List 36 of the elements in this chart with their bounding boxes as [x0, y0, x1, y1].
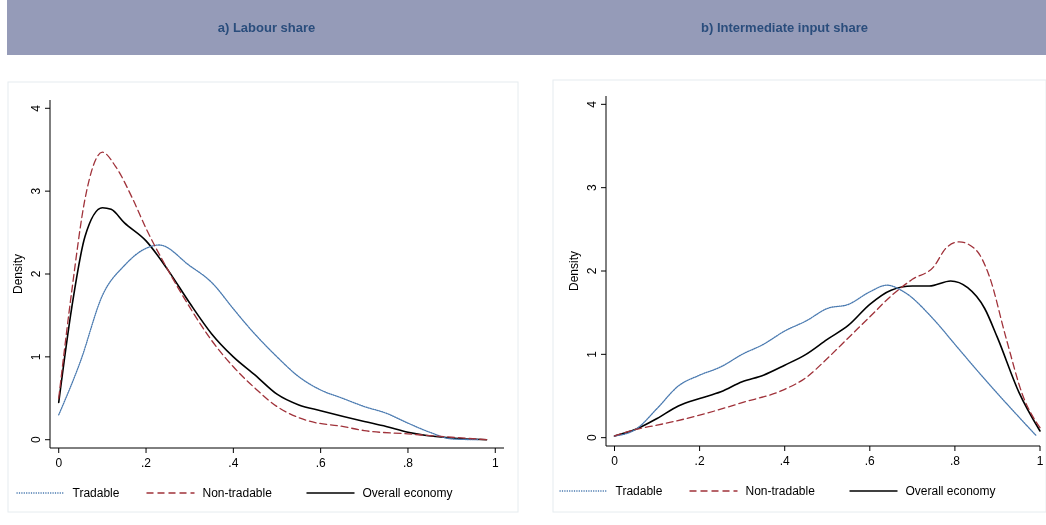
chart-title: b) Intermediate input share	[701, 20, 868, 35]
y-tick-label: 2	[29, 270, 43, 278]
y-tick-label: 2	[585, 267, 599, 275]
line-series	[613, 241, 1041, 437]
chart-title: a) Labour share	[217, 20, 316, 35]
y-tick-label: 1	[585, 350, 599, 358]
y-tick-label: 1	[29, 353, 43, 361]
x-tick-label: .8	[402, 456, 414, 470]
x-tick-label: .6	[315, 456, 326, 470]
x-tick-label: .2	[141, 456, 152, 470]
x-tick-label: .8	[949, 454, 961, 468]
y-axis-title: Density	[567, 250, 581, 292]
legend-label: Non-tradable	[745, 484, 816, 498]
x-tick-label: .4	[779, 454, 791, 468]
line-series	[57, 206, 488, 441]
x-tick-label: .4	[228, 456, 239, 470]
x-tick-label: 1	[491, 456, 499, 470]
x-tick-label: 0	[55, 456, 63, 470]
x-tick-label: 0	[611, 454, 619, 468]
x-tick-label: .2	[694, 454, 705, 468]
line-series	[58, 244, 479, 441]
y-tick-label: 4	[585, 100, 599, 108]
y-tick-label: 0	[29, 436, 43, 444]
legend-label: Tradable	[72, 486, 120, 500]
y-tick-label: 3	[29, 187, 43, 195]
legend-label: Tradable	[615, 484, 663, 498]
x-tick-label: 1	[1036, 454, 1044, 468]
y-tick-label: 0	[585, 434, 599, 442]
y-tick-label: 3	[585, 184, 599, 192]
legend-label: Overall economy	[362, 486, 453, 500]
legend-label: Overall economy	[905, 484, 996, 498]
y-tick-label: 4	[29, 104, 43, 112]
x-tick-label: .6	[864, 454, 876, 468]
line-series	[58, 151, 488, 441]
y-axis-title: Density	[11, 253, 25, 295]
legend-label: Non-tradable	[202, 486, 273, 500]
